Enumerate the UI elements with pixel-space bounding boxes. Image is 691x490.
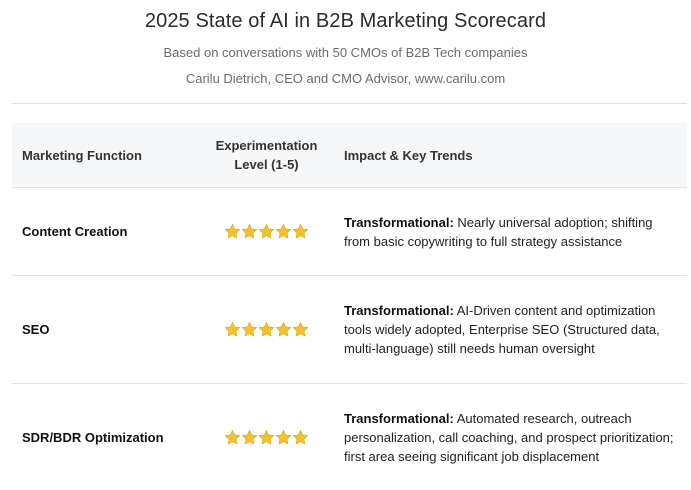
column-header-impact: Impact & Key Trends (344, 147, 473, 163)
page-subtitle: Based on conversations with 50 CMOs of B… (163, 45, 528, 60)
star-icon (275, 223, 292, 239)
column-header-function: Marketing Function (22, 147, 142, 163)
star-icon (275, 429, 292, 444)
star-icon (241, 429, 258, 444)
divider (12, 103, 687, 104)
star-rating (224, 429, 309, 446)
function-name: SDR/BDR Optimization (22, 429, 164, 445)
column-header-level-line1: Experimentation (215, 138, 318, 153)
function-name: Content Creation (22, 224, 128, 239)
star-icon (241, 223, 258, 239)
impact-text: Nearly universal adoption; shifting from… (344, 214, 653, 249)
table-row: SEO Transformational: AI-Driven content … (12, 276, 687, 384)
table-row: SDR/BDR Optimization Transformational: A… (12, 384, 687, 490)
star-rating (224, 321, 309, 338)
impact-text: AI-Driven content and optimization tools… (344, 303, 660, 356)
impact-text: Automated research, outreach personaliza… (344, 410, 674, 464)
star-icon (292, 429, 309, 444)
impact-label: Transformational: (344, 410, 454, 426)
scorecard-table: Marketing Function Experimentation Level… (12, 123, 687, 490)
star-icon (224, 321, 241, 337)
star-icon (258, 321, 275, 337)
star-icon (224, 429, 241, 444)
impact-label: Transformational: (344, 303, 454, 318)
column-header-level: Experimentation Level (1-5) (204, 123, 329, 187)
star-icon (258, 223, 275, 239)
author-byline: Carilu Dietrich, CEO and CMO Advisor, ww… (185, 71, 506, 86)
rating-cell (204, 188, 329, 275)
function-name: SEO (22, 322, 50, 337)
impact-cell: Transformational: Nearly universal adopt… (344, 188, 679, 275)
star-icon (258, 429, 275, 444)
rating-cell (204, 276, 329, 383)
impact-label: Transformational: (344, 214, 454, 230)
star-icon (292, 321, 309, 337)
star-icon (224, 223, 241, 239)
rating-cell (204, 384, 329, 490)
star-rating (224, 223, 309, 240)
impact-cell: Transformational: Automated research, ou… (344, 384, 679, 490)
star-icon (292, 223, 309, 239)
table-header-row: Marketing Function Experimentation Level… (12, 123, 687, 188)
impact-cell: Transformational: AI-Driven content and … (344, 276, 679, 383)
column-header-level-line2: Level (1-5) (234, 157, 299, 172)
star-icon (275, 321, 292, 337)
page-title: 2025 State of AI in B2B Marketing Scorec… (144, 10, 547, 32)
table-row: Content Creation Transformational: Nearl… (12, 188, 687, 276)
star-icon (241, 321, 258, 337)
